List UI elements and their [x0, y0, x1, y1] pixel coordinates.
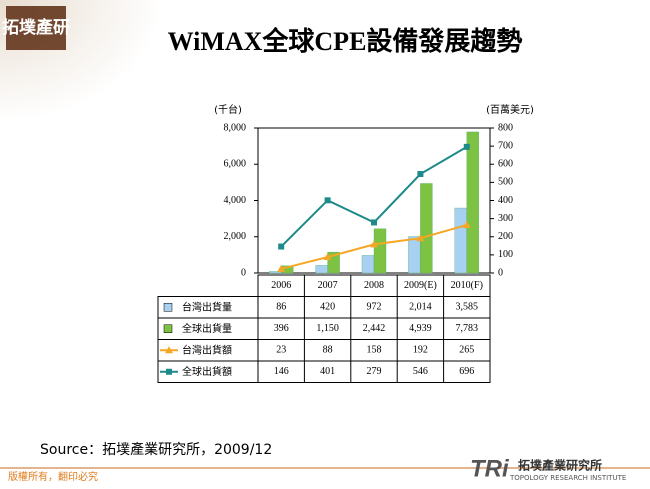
line-marker — [371, 219, 377, 226]
bar — [361, 255, 375, 274]
y-axis-label: (千台) — [214, 103, 242, 116]
y2-axis-label: (百萬美元) — [486, 103, 534, 116]
line-marker — [278, 243, 285, 250]
brand-en: TOPOLOGY RESEARCH INSTITUTE — [509, 474, 626, 482]
table-value: 4,939 — [409, 323, 432, 334]
line-marker — [463, 143, 470, 150]
legend-key — [163, 324, 173, 333]
legend-marker — [165, 346, 173, 354]
table-value: 146 — [274, 366, 289, 377]
bar — [315, 265, 328, 274]
table-value: 546 — [413, 366, 428, 377]
bar — [327, 252, 340, 274]
bar — [466, 131, 479, 274]
table-value: 86 — [276, 302, 286, 313]
table-value: 2,014 — [409, 302, 432, 313]
table-value: 396 — [274, 323, 289, 334]
y-tick-label: 4,000 — [224, 195, 247, 206]
chart-title: WiMAX全球CPE設備發展趨勢 — [168, 26, 523, 56]
table-value: 972 — [367, 302, 382, 313]
line-marker — [416, 234, 425, 242]
legend-label: 台灣出貨額 — [182, 343, 232, 356]
legend-marker — [166, 368, 172, 375]
table-value: 696 — [459, 366, 474, 377]
y-tick-label: 6,000 — [224, 159, 247, 170]
table-value: 420 — [320, 302, 335, 313]
logo-box — [6, 6, 66, 50]
y2-tick-label: 0 — [498, 267, 503, 278]
y2-tick-label: 200 — [498, 231, 513, 242]
x-tick-label: 2006 — [271, 280, 291, 291]
line-marker — [277, 264, 286, 272]
line-marker — [462, 220, 471, 228]
brand-mark: TRi — [470, 455, 510, 482]
line-marker — [324, 197, 331, 204]
y-tick-label: 2,000 — [224, 231, 247, 242]
bar — [420, 183, 433, 274]
y2-tick-label: 100 — [498, 249, 513, 260]
table-value: 88 — [323, 345, 333, 356]
x-tick-label: 2009(E) — [404, 280, 437, 291]
y2-tick-label: 300 — [498, 213, 513, 224]
table-value: 192 — [413, 345, 428, 356]
table-value: 3,585 — [456, 302, 479, 313]
x-tick-label: 2008 — [364, 280, 384, 291]
y2-tick-label: 600 — [498, 159, 513, 170]
table-value: 1,150 — [316, 323, 339, 334]
source: Source：拓墣產業研究所，2009/12 — [40, 441, 272, 458]
brand: 拓墣產業研究所 — [518, 458, 602, 473]
legend-label: 全球出貨額 — [182, 365, 232, 378]
table-value: 158 — [367, 345, 382, 356]
legend-label: 台灣出貨量 — [182, 300, 232, 313]
y2-tick-label: 800 — [498, 122, 513, 133]
line-marker — [370, 240, 378, 248]
y-tick-label: 0 — [241, 267, 246, 278]
bar — [454, 207, 467, 274]
y2-tick-label: 400 — [498, 195, 513, 206]
line-marker — [323, 253, 332, 261]
logo-text: 拓墣產研 — [2, 17, 70, 38]
table-value: 279 — [367, 366, 382, 377]
x-tick-label: 2007 — [318, 280, 338, 291]
legend-label: 全球出貨量 — [182, 322, 232, 335]
table-value: 7,783 — [456, 323, 479, 334]
line-marker — [417, 171, 424, 178]
bar — [408, 236, 421, 274]
bar — [373, 228, 387, 274]
y2-tick-label: 700 — [498, 140, 513, 151]
legend-key — [163, 303, 173, 312]
y-tick-label: 8,000 — [224, 122, 247, 133]
table-value: 401 — [320, 366, 335, 377]
table-value: 2,442 — [363, 323, 386, 334]
table-value: 23 — [276, 345, 286, 356]
x-tick-label: 2010(F) — [451, 280, 483, 291]
table-value: 265 — [459, 345, 474, 356]
y2-tick-label: 500 — [498, 177, 513, 188]
footer: 版權所有，翻印必究 — [8, 470, 98, 483]
